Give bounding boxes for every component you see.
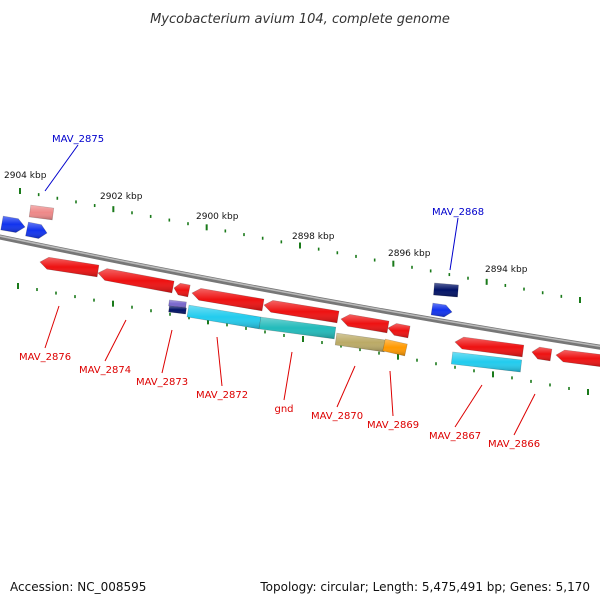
callout-line <box>389 370 394 417</box>
callout-line <box>283 351 293 401</box>
gene-shading <box>451 352 522 372</box>
gene-shading <box>174 283 191 297</box>
label-gnd[interactable]: gnd <box>274 404 293 415</box>
gene-shading <box>455 337 524 357</box>
ruler-ticks-inner <box>17 283 589 395</box>
gene-shading <box>29 205 54 220</box>
gene-shading <box>98 268 175 293</box>
callout-line <box>513 393 536 436</box>
gene-shading <box>431 303 452 317</box>
ruler-label: 2894 kbp <box>485 265 528 275</box>
ruler-label: 2898 kbp <box>292 232 335 242</box>
gene-shading <box>556 350 600 367</box>
callout-line <box>336 365 356 408</box>
label-mav-2875[interactable]: MAV_2875 <box>52 134 104 145</box>
gene-shading <box>532 347 552 361</box>
accession-text: Accession: NC_008595 <box>10 580 147 594</box>
gene-callouts: MAV_2875 MAV_2868 MAV_2876 MAV_2874 MAV_2873… <box>19 134 540 450</box>
callout-line <box>44 305 60 349</box>
genome-backbone-highlight <box>0 235 600 347</box>
gene-shading <box>341 314 389 333</box>
gene-shading <box>168 300 187 308</box>
gene-shading <box>192 288 264 311</box>
callout-line <box>104 319 127 362</box>
genome-summary-text: Topology: circular; Length: 5,475,491 bp… <box>260 580 590 594</box>
callout-line <box>216 336 223 387</box>
ruler-label: 2904 kbp <box>4 171 47 181</box>
callout-line <box>44 144 79 192</box>
gene-features <box>0 204 600 373</box>
label-mav-2876[interactable]: MAV_2876 <box>19 352 71 363</box>
genome-backbone <box>0 234 600 350</box>
gene-shading <box>382 339 408 356</box>
map-title: Mycobacterium avium 104, complete genome <box>150 12 450 27</box>
gene-shading <box>0 216 26 233</box>
gene-shading <box>25 222 47 239</box>
gene-shading <box>187 305 261 329</box>
gene-shading <box>259 317 336 339</box>
label-mav-2870[interactable]: MAV_2870 <box>311 411 363 422</box>
gene-shading <box>264 300 339 323</box>
label-mav-2869[interactable]: MAV_2869 <box>367 420 419 431</box>
ruler-label: 2902 kbp <box>100 192 143 202</box>
callout-line <box>449 217 459 271</box>
label-mav-2866[interactable]: MAV_2866 <box>488 439 540 450</box>
callout-line <box>454 384 483 428</box>
gene-shading <box>335 333 386 352</box>
gene-shading <box>168 306 187 314</box>
ruler-label: 2896 kbp <box>388 249 431 259</box>
gene-shading <box>433 283 459 297</box>
ruler-label: 2900 kbp <box>196 212 239 222</box>
ruler-ticks-outer <box>19 188 581 303</box>
callout-line <box>161 329 173 374</box>
label-mav-2867[interactable]: MAV_2867 <box>429 431 481 442</box>
label-mav-2874[interactable]: MAV_2874 <box>79 365 131 376</box>
gene-shading <box>388 323 411 338</box>
gene-shading <box>40 257 99 277</box>
ruler-labels: 2904 kbp 2902 kbp 2900 kbp 2898 kbp 2896 kbp… <box>4 171 528 275</box>
label-mav-2872[interactable]: MAV_2872 <box>196 390 248 401</box>
label-mav-2868[interactable]: MAV_2868 <box>432 207 484 218</box>
label-mav-2873[interactable]: MAV_2873 <box>136 377 188 388</box>
